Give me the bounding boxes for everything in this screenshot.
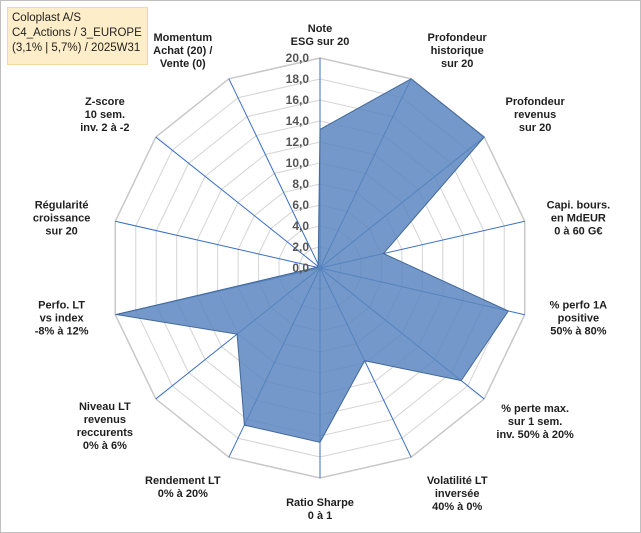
axis-label-line: -8% à 12% [35,325,89,337]
data-point [483,136,485,138]
axis-label: Volatilité LT inversée 40% à 0% [427,475,488,513]
title-box: Coloplast A/S C4_Actions / 3_EUROPE (3,1… [7,7,148,65]
data-point [316,266,318,268]
tick-label: 10,0 [286,156,310,170]
spoke-line [115,220,321,269]
title-company: Coloplast A/S [12,12,82,24]
axis-label-line: inversée [435,488,480,500]
axis-label: Note ESG sur 20 [291,23,350,48]
title-stats: (3,1% | 5,7%) / 2025W31 [12,42,141,54]
axis-label-line: Note [308,23,332,35]
axis-label-line: sur 20 [45,226,77,238]
tick-label: 16,0 [286,93,310,107]
tick-label: 8,0 [292,177,309,191]
axis-label-line: Régularité [35,200,89,212]
axis-label: % perfo 1A positive 50% à 80% [550,299,608,337]
axis-label-line: Z-score [85,96,125,108]
axis-label: Régularité croissance sur 20 [33,200,90,238]
axis-label-line: Niveau LT [79,401,131,413]
axis-label-line: Capi. bours. [547,200,611,212]
axis-label: % perte max. sur 1 sem. inv. 50% à 20% [496,403,574,441]
data-point [460,380,462,382]
axis-label-line: en MdEUR [551,213,606,225]
axis-label-line: reccurents [77,427,133,439]
tick-label: 12,0 [286,135,310,149]
axis-label-line: sur 1 sem. [508,416,562,428]
data-point [115,313,117,315]
axis-label-line: Volatilité LT [427,475,488,487]
axis-label-line: sur 20 [519,122,551,134]
title-category: C4_Actions / 3_EUROPE [12,27,142,39]
spoke-line [155,136,321,269]
axis-label-line: revenus [514,109,556,121]
axis-label-line: Vente (0) [160,58,206,70]
axis-label-line: croissance [33,213,90,225]
axis-label: Ratio Sharpe 0 à 1 [286,497,354,522]
axis-label-line: revenus [84,414,126,426]
spoke-line [228,78,321,269]
axis-label-line: % perfo 1A [550,299,608,311]
data-point [319,441,321,443]
axis-label: Profondeur historique sur 20 [428,32,488,70]
tick-label: 20,0 [286,51,310,65]
axis-label-line: 0 à 60 G€ [554,226,602,238]
axis-label-line: vs index [40,312,85,324]
data-point [382,253,384,255]
radar-area [115,78,510,443]
data-point [243,424,245,426]
radar-ticks: 0,0 2,0 4,0 6,0 8,0 10,0 12,0 14,0 16,0 18,0 20,0 [286,51,310,275]
axis-label-line: Profondeur [505,96,565,108]
axis-label-line: Achat (20) / [153,45,212,57]
axis-label: Perfo. LT vs index -8% à 12% [35,299,89,337]
axis-label-line: % perte max. [501,403,569,415]
data-point [317,263,319,265]
data-point [364,360,366,362]
axis-label: Capi. bours. en MdEUR 0 à 60 G€ [547,200,611,238]
axis-label-line: Profondeur [428,32,488,44]
axis-label: Niveau LT revenus reccurents 0% à 6% [77,401,133,452]
radar-axis-labels: Note ESG sur 20 Profondeur historique sur 20… [33,23,610,522]
axis-label-line: sur 20 [441,58,473,70]
axis-label: Profondeur revenus sur 20 [505,96,565,134]
axis-label-line: inv. 2 à -2 [80,122,129,134]
axis-label-line: 0% à 6% [83,440,127,452]
data-point [319,128,321,130]
axis-label-line: 0% à 20% [158,488,208,500]
tick-label: 0,0 [292,261,309,275]
axis-label-line: Perfo. LT [38,299,85,311]
axis-label-line: ESG sur 20 [291,36,350,48]
tick-label: 2,0 [292,240,309,254]
axis-label-line: 0 à 1 [308,510,332,522]
axis-label: Rendement LT 0% à 20% [145,475,221,500]
axis-label: Z-score 10 sem. inv. 2 à -2 [80,96,129,134]
axis-label-line: Rendement LT [145,475,221,487]
axis-label-line: 40% à 0% [432,501,482,513]
axis-label-line: positive [558,312,600,324]
tick-label: 14,0 [286,114,310,128]
data-point [317,265,319,267]
axis-label-line: Ratio Sharpe [286,497,354,509]
tick-label: 18,0 [286,72,310,86]
data-point [507,310,509,312]
axis-label-line: historique [431,45,484,57]
data-point [410,78,412,80]
tick-label: 4,0 [292,219,309,233]
axis-label-line: inv. 50% à 20% [496,429,574,441]
tick-label: 6,0 [292,198,309,212]
data-point [236,333,238,335]
axis-label-line: 10 sem. [85,109,125,121]
axis-label-line: 50% à 80% [550,325,606,337]
axis-label: Momentum Achat (20) / Vente (0) [153,32,212,70]
axis-label-line: Momentum [153,32,212,44]
